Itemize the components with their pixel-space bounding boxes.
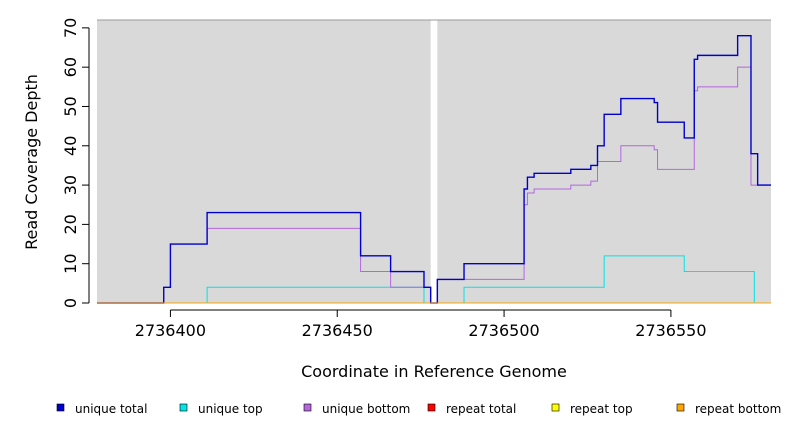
y-tick-label: 20 xyxy=(61,214,80,234)
legend-swatch xyxy=(303,403,312,412)
legend-label: unique bottom xyxy=(322,402,410,416)
x-axis: 2736400 2736450 2736500 2736550 xyxy=(135,309,707,340)
legend-item-repeat-bottom: repeat bottom xyxy=(676,402,781,416)
legend-item-unique-top: unique top xyxy=(179,402,263,416)
series-line-unique-bottom xyxy=(170,66,771,304)
x-tick-label: 2736400 xyxy=(135,321,206,340)
y-tick-label: 10 xyxy=(61,254,80,274)
x-tick-label: 2736450 xyxy=(302,321,373,340)
x-tick-label: 2736500 xyxy=(468,321,539,340)
y-axis: 0 10 20 30 40 50 60 70 xyxy=(61,18,90,308)
y-tick-label: 40 xyxy=(61,136,80,156)
legend-swatch xyxy=(676,403,685,412)
plot-background xyxy=(97,19,771,303)
y-tick-label: 50 xyxy=(61,96,80,116)
legend-item-unique-total: unique total xyxy=(56,402,147,416)
legend-swatch xyxy=(551,403,560,412)
legend-item-repeat-top: repeat top xyxy=(551,402,633,416)
legend-label: unique top xyxy=(198,402,263,416)
series-layer xyxy=(97,35,771,304)
y-tick-label: 30 xyxy=(61,175,80,195)
y-tick-label: 0 xyxy=(61,298,80,308)
legend-label: repeat bottom xyxy=(695,402,781,416)
legend-item-unique-bottom: unique bottom xyxy=(303,402,410,416)
y-tick-label: 60 xyxy=(61,57,80,77)
legend-item-repeat-total: repeat total xyxy=(427,402,516,416)
y-tick-label: 70 xyxy=(61,18,80,38)
legend-swatch xyxy=(179,403,188,412)
legend-label: repeat top xyxy=(570,402,633,416)
legend-swatch xyxy=(427,403,436,412)
legend: unique total unique top unique bottom repea… xyxy=(56,402,781,416)
y-axis-title: Read Coverage Depth xyxy=(22,74,41,250)
x-tick-label: 2736550 xyxy=(635,321,706,340)
plot-panel-left xyxy=(97,20,431,303)
legend-label: unique total xyxy=(75,402,147,416)
series-line-unique-top xyxy=(170,255,771,304)
legend-swatch xyxy=(56,403,65,412)
series-line-unique-total xyxy=(97,35,771,304)
x-axis-title: Coordinate in Reference Genome xyxy=(301,362,567,381)
legend-label: repeat total xyxy=(446,402,516,416)
